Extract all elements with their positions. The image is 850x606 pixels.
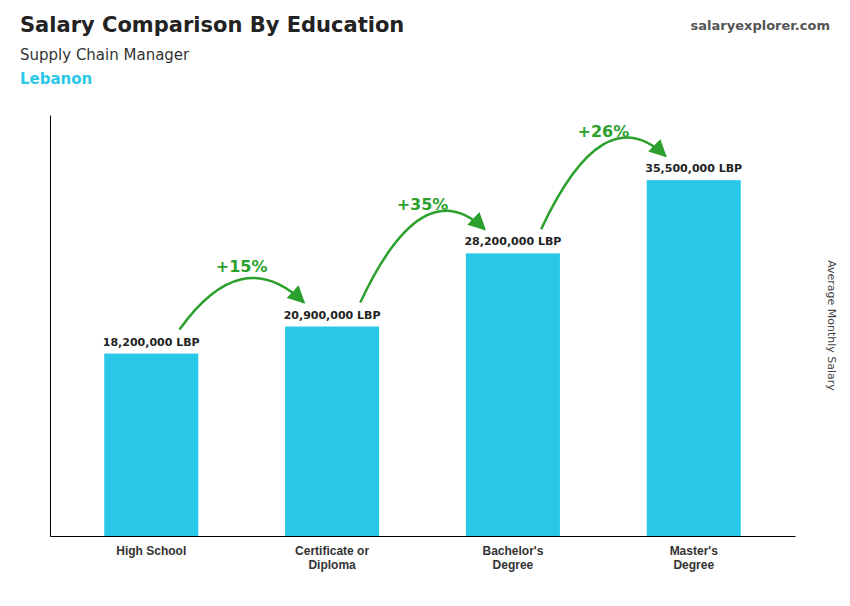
change-arrow	[360, 211, 484, 303]
y-axis-line	[50, 116, 51, 537]
data-label: 20,900,000 LBP	[284, 309, 381, 322]
bar	[104, 354, 198, 536]
x-axis-line	[51, 536, 796, 537]
change-arrow	[179, 278, 303, 330]
data-label: 18,200,000 LBP	[103, 336, 200, 349]
x-tick-label-line: Diploma	[308, 558, 356, 572]
x-tick-label-line: High School	[116, 544, 186, 558]
data-label: 28,200,000 LBP	[464, 235, 561, 248]
x-tick: Bachelor'sDegree	[482, 544, 543, 572]
x-tick-label: Certificate orDiploma	[295, 544, 369, 572]
bar	[285, 327, 379, 536]
x-tick: Certificate orDiploma	[295, 544, 369, 572]
x-tick: High School	[116, 544, 186, 558]
x-tick-label-line: Master's	[670, 544, 719, 558]
location: Lebanon	[20, 70, 92, 88]
y-axis-title: Average Monthly Salary	[825, 260, 838, 391]
x-axis: High School Certificate orDiploma Bachelor…	[51, 537, 796, 572]
x-tick-label: Bachelor'sDegree	[482, 544, 543, 572]
data-label: 35,500,000 LBP	[645, 162, 742, 175]
x-tick-label: High School	[116, 544, 186, 558]
x-tick-label-line: Certificate or	[295, 544, 369, 558]
x-tick-label-line: Degree	[493, 558, 534, 572]
x-tick: Master'sDegree	[670, 544, 719, 572]
watermark: salaryexplorer.com	[691, 18, 830, 33]
change-label: +15%	[216, 257, 268, 276]
subtitle: Supply Chain Manager	[20, 46, 190, 64]
bars	[104, 180, 741, 536]
change-arrow	[541, 138, 665, 230]
change-label: +26%	[577, 122, 629, 141]
change-label: +35%	[397, 195, 449, 214]
x-tick-label-line: Degree	[673, 558, 714, 572]
data-labels: 18,200,000 LBP 20,900,000 LBP 28,200,000 L…	[103, 162, 742, 348]
bar	[647, 180, 741, 536]
x-tick-label-line: Bachelor's	[482, 544, 543, 558]
chart: Salary Comparison By Education Supply Cha…	[0, 0, 850, 606]
title: Salary Comparison By Education	[20, 13, 404, 37]
bar	[466, 253, 560, 536]
change-arrows: +15% +35% +26%	[179, 122, 665, 330]
y-axis	[50, 116, 51, 537]
x-tick-label: Master'sDegree	[670, 544, 719, 572]
